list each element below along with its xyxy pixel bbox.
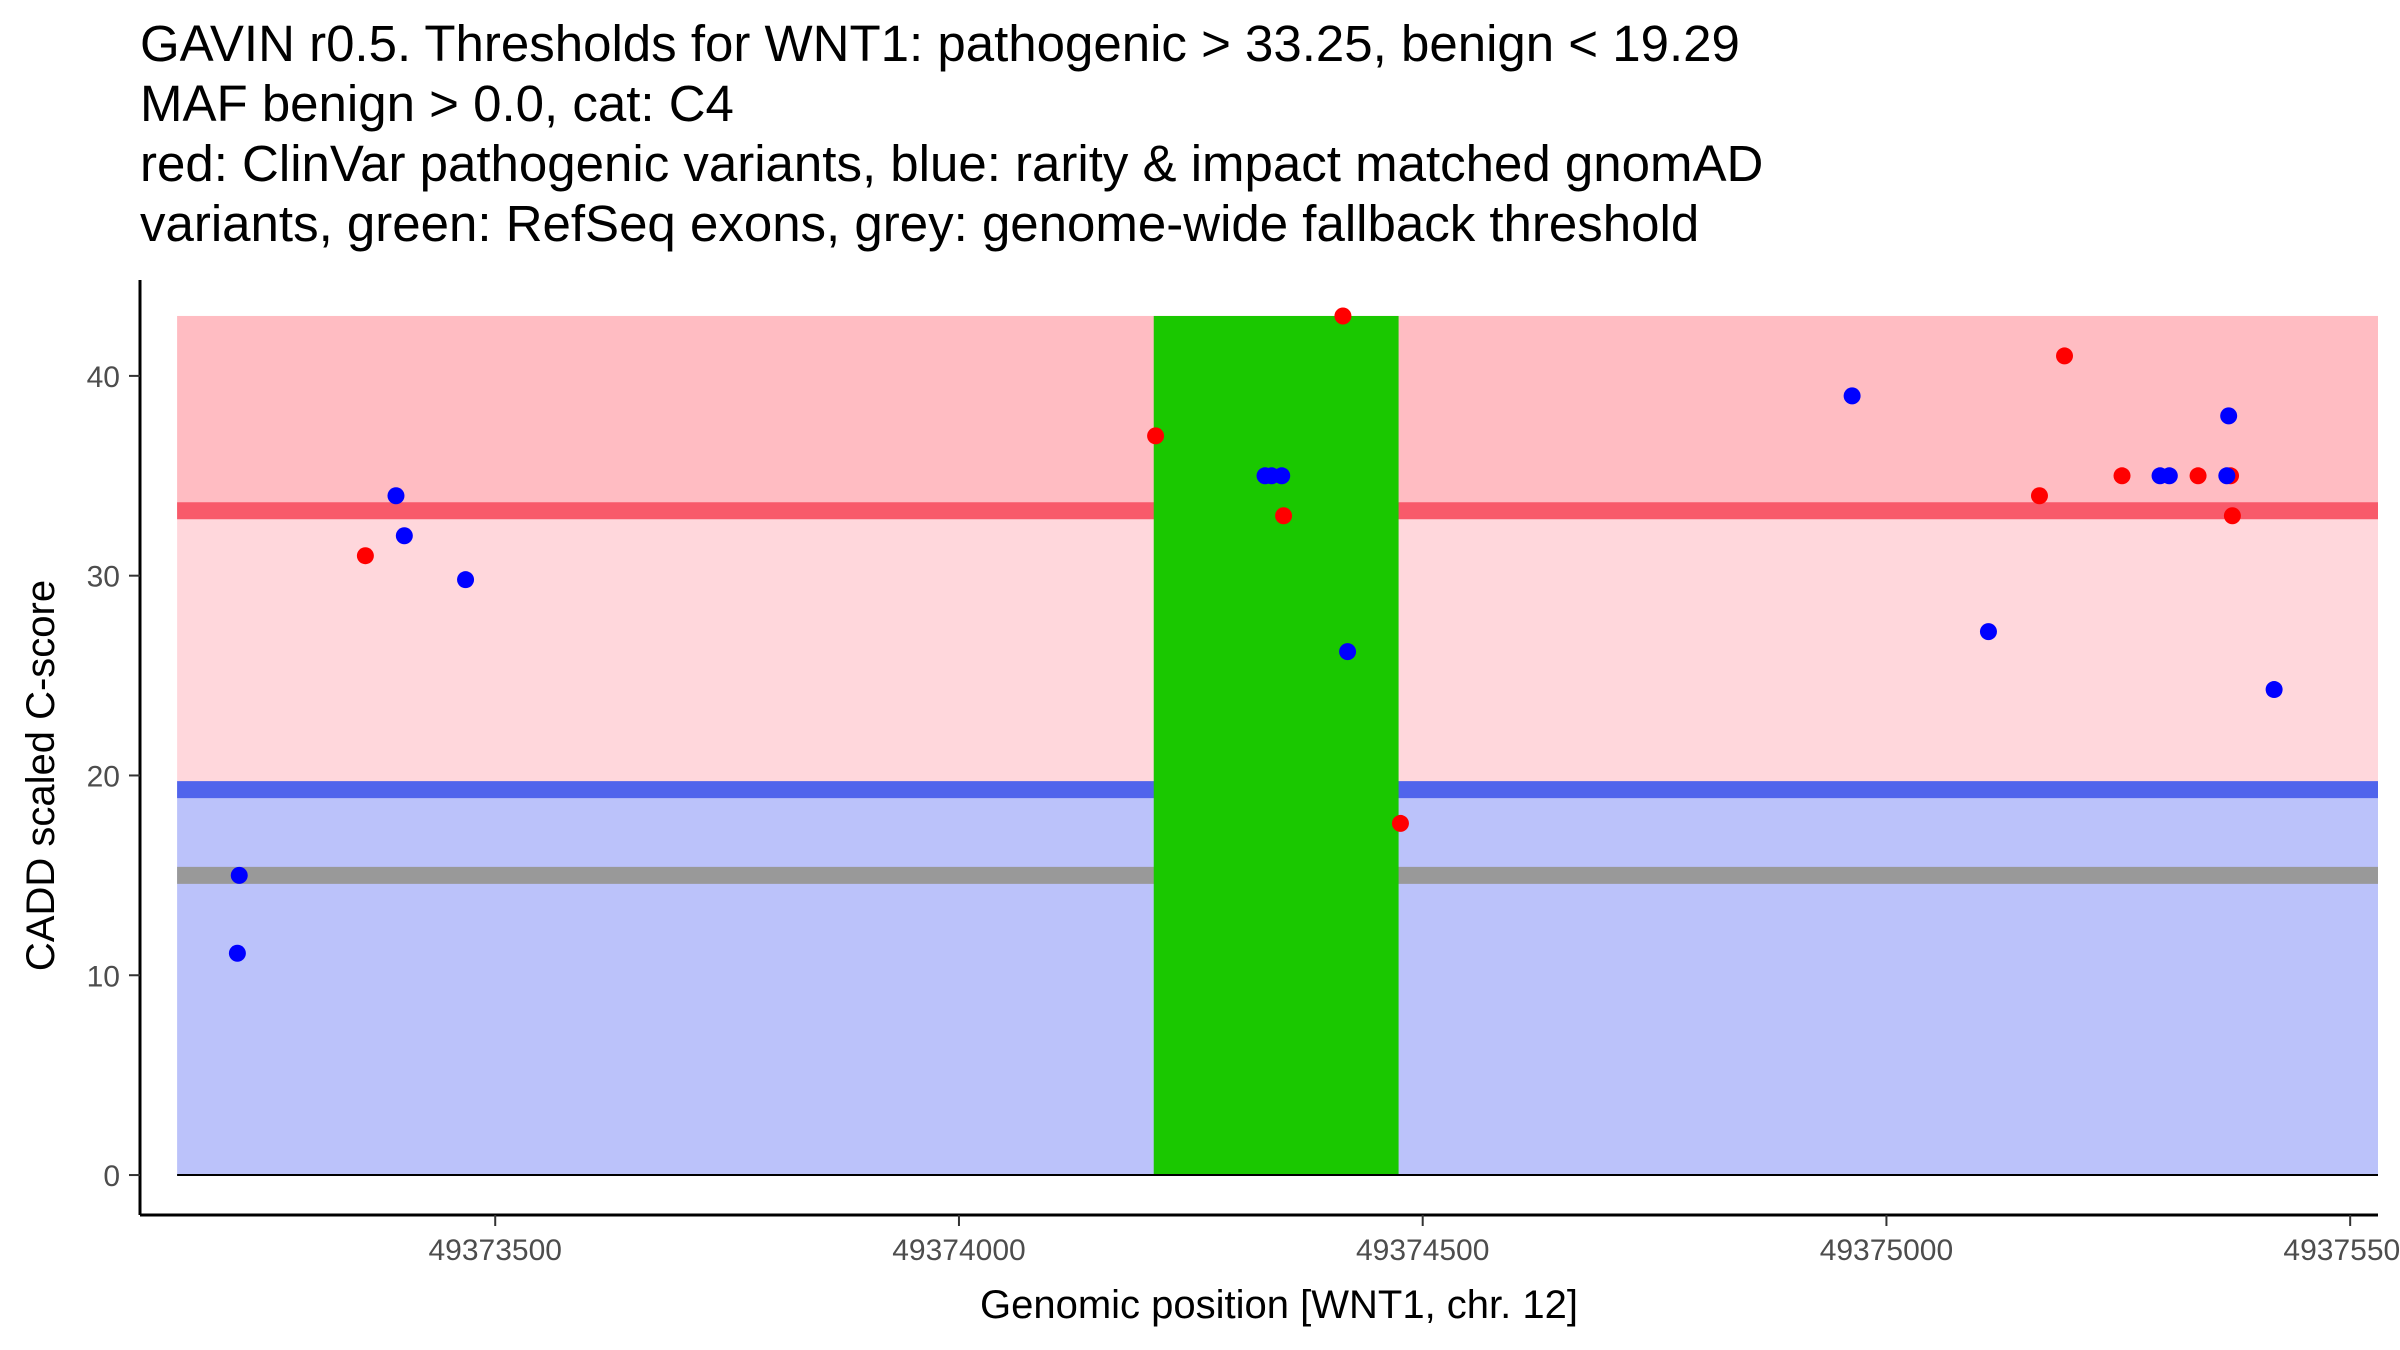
x-tick-label: 49374000 bbox=[892, 1234, 1025, 1267]
refseq-exon-band bbox=[1153, 315, 1399, 1176]
benign-point bbox=[2160, 467, 2178, 485]
benign-point bbox=[2265, 681, 2283, 699]
pathogenic-point bbox=[1334, 307, 1352, 325]
benign-point bbox=[1979, 623, 1997, 641]
pathogenic-point bbox=[2223, 507, 2241, 525]
benign-point bbox=[2218, 467, 2236, 485]
benign-point bbox=[1273, 467, 1291, 485]
title-line-2: MAF benign > 0.0, cat: C4 bbox=[140, 75, 734, 132]
chart-title: GAVIN r0.5. Thresholds for WNT1: pathoge… bbox=[140, 14, 1763, 254]
pathogenic-point bbox=[2113, 467, 2131, 485]
x-axis-label: Genomic position [WNT1, chr. 12] bbox=[980, 1283, 1578, 1327]
title-line-3: red: ClinVar pathogenic variants, blue: … bbox=[140, 135, 1764, 192]
x-tick-label: 49375500 bbox=[2283, 1234, 2400, 1267]
pathogenic-point bbox=[356, 547, 374, 565]
title-line-1: GAVIN r0.5. Thresholds for WNT1: pathoge… bbox=[140, 15, 1740, 72]
pathogenic-point bbox=[1275, 507, 1293, 525]
pathogenic-point bbox=[2189, 467, 2207, 485]
x-tick-label: 49375000 bbox=[1820, 1234, 1953, 1267]
y-tick-label: 0 bbox=[103, 1160, 120, 1193]
y-tick-label: 40 bbox=[87, 361, 120, 394]
y-tick-label: 30 bbox=[87, 561, 120, 594]
benign-point bbox=[230, 866, 248, 884]
clinvar-pathogenic-series bbox=[356, 307, 2241, 832]
x-tick-label: 49373500 bbox=[428, 1234, 561, 1267]
benign-point bbox=[1339, 643, 1357, 661]
benign-point bbox=[457, 571, 475, 589]
benign-point bbox=[1843, 387, 1861, 405]
benign-point bbox=[2220, 407, 2238, 425]
pathogenic-point bbox=[1391, 814, 1409, 832]
benign-point bbox=[395, 527, 413, 545]
pathogenic-point bbox=[1147, 427, 1165, 445]
title-line-4: variants, green: RefSeq exons, grey: gen… bbox=[140, 195, 1700, 252]
pathogenic-point bbox=[2056, 347, 2074, 365]
y-tick-label: 10 bbox=[87, 960, 120, 993]
y-axis-label: CADD scaled C-score bbox=[19, 580, 63, 971]
benign-point bbox=[228, 944, 246, 962]
pathogenic-point bbox=[2030, 487, 2048, 505]
benign-point bbox=[387, 487, 405, 505]
x-tick-label: 49374500 bbox=[1356, 1234, 1489, 1267]
y-tick-label: 20 bbox=[87, 760, 120, 793]
gnomad-matched-series bbox=[228, 387, 2283, 962]
